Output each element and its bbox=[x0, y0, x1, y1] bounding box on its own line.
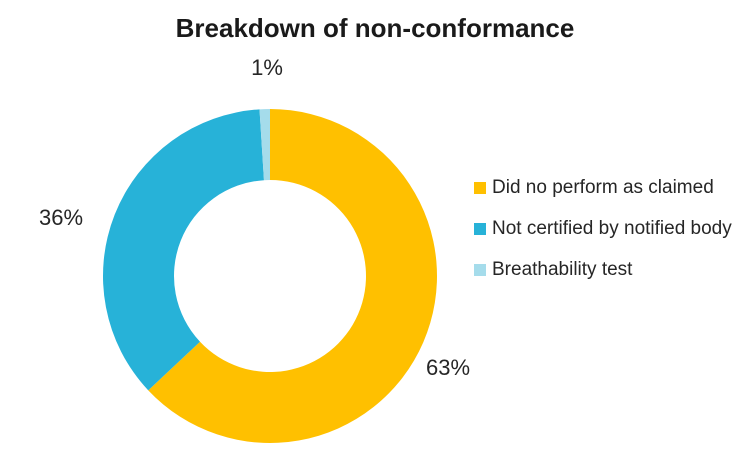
data-label-breathability-test: 1% bbox=[251, 55, 283, 80]
legend-label-breathability-test: Breathability test bbox=[492, 259, 633, 280]
legend-item-did-no-perform: Did no perform as claimed bbox=[474, 177, 732, 199]
legend-item-not-certified: Not certified by notified body bbox=[474, 218, 732, 240]
data-label-did-no-perform: 63% bbox=[425, 355, 471, 380]
legend-label-did-no-perform: Did no perform as claimed bbox=[492, 177, 714, 198]
chart-title: Breakdown of non-conformance bbox=[175, 13, 575, 43]
legend-swatch-lightblue-icon bbox=[474, 264, 486, 276]
donut-slice-1 bbox=[148, 109, 437, 444]
donut-slice-2 bbox=[102, 109, 264, 391]
data-label-not-certified: 36% bbox=[38, 205, 84, 230]
legend: Did no perform as claimed Not certified … bbox=[474, 177, 732, 300]
legend-swatch-yellow-icon bbox=[474, 182, 486, 194]
legend-label-not-certified: Not certified by notified body bbox=[492, 218, 732, 239]
donut-slice-3 bbox=[259, 109, 270, 181]
legend-item-breathability-test: Breathability test bbox=[474, 259, 732, 281]
legend-swatch-blue-icon bbox=[474, 223, 486, 235]
